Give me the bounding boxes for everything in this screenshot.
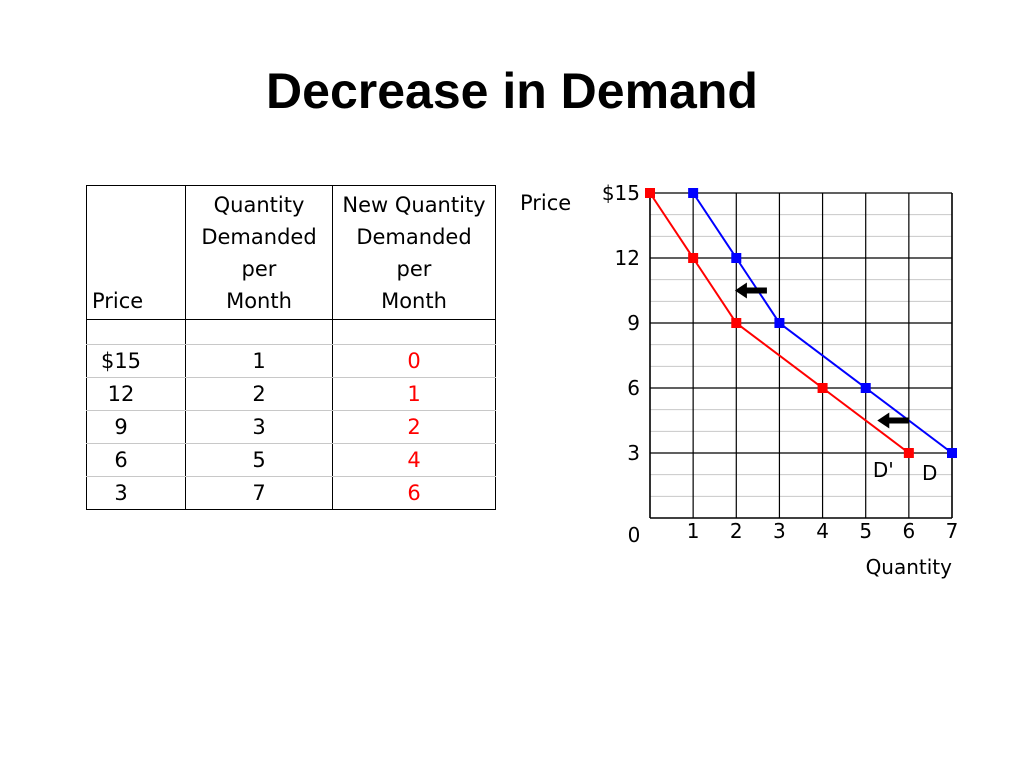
data-point [860,383,871,393]
shift-arrow-shaft [744,287,767,294]
header-new-quantity: New Quantity Demanded per Month [332,185,496,320]
x-axis-label: Quantity [866,555,953,579]
x-tick-label: 7 [946,519,959,543]
cell-new-quantity: 4 [332,443,496,477]
data-point [947,448,957,458]
header-new-quantity-line: New Quantity [342,193,486,217]
shift-arrow-head [734,282,747,299]
header-quantity-line: Quantity [213,193,305,217]
y-tick-label: 9 [627,311,640,335]
header-quantity-line: Demanded [201,225,317,249]
x-tick-label: 5 [859,519,872,543]
spacer-cell [86,319,186,345]
table-row: 6 5 4 [86,443,496,477]
table-row: $15 1 0 [86,344,496,378]
spacer-cell [332,319,496,345]
cell-quantity: 5 [185,443,333,477]
data-point [731,253,742,263]
page-title: Decrease in Demand [266,63,758,119]
y-tick-label: $15 [602,181,640,205]
header-new-quantity-line: Month [381,289,447,313]
cell-price: 6 [86,443,186,477]
y-axis-label: Price [520,191,572,215]
header-quantity-line: per [241,257,277,281]
x-tick-label: 3 [773,519,786,543]
cell-new-quantity: 6 [332,476,496,510]
table-spacer-row [86,319,496,345]
data-point [731,318,742,328]
y-tick-label: 3 [627,441,640,465]
data-point [645,188,655,198]
cell-new-quantity: 1 [332,377,496,411]
spacer-cell [185,319,333,345]
header-new-quantity-line: Demanded [356,225,472,249]
cell-quantity: 3 [185,410,333,444]
shift-arrow-shaft [887,417,910,424]
table-row: 12 2 1 [86,377,496,411]
table-row: 3 7 6 [86,476,496,510]
table-header-row: Price Quantity Demanded per Month New Qu… [86,185,496,320]
header-new-quantity-line: per [396,257,432,281]
series-label-d-prime: D' [873,458,894,482]
cell-new-quantity: 0 [332,344,496,378]
cell-new-quantity: 2 [332,410,496,444]
cell-quantity: 1 [185,344,333,378]
cell-price: $15 [86,344,186,378]
data-point [688,253,699,263]
header-price: Price [86,185,186,320]
shift-arrow-head [877,412,890,429]
x-tick-label: 4 [816,519,829,543]
x-tick-label: 1 [687,519,700,543]
cell-quantity: 2 [185,377,333,411]
x-tick-label: 0 [628,523,641,547]
demand-schedule-table: Price Quantity Demanded per Month New Qu… [86,185,496,510]
header-quantity: Quantity Demanded per Month [185,185,333,320]
cell-price: 12 [86,377,186,411]
x-tick-label: 6 [902,519,915,543]
cell-price: 9 [86,410,186,444]
cell-price: 3 [86,476,186,510]
data-point [688,188,699,198]
x-tick-label: 2 [730,519,743,543]
series-label-d: D [922,461,937,485]
table-row: 9 3 2 [86,410,496,444]
header-quantity-line: Month [226,289,292,313]
data-point [774,318,785,328]
data-point [903,448,914,458]
y-tick-label: 6 [627,376,640,400]
y-tick-label: 12 [615,246,640,270]
data-point [817,383,828,393]
